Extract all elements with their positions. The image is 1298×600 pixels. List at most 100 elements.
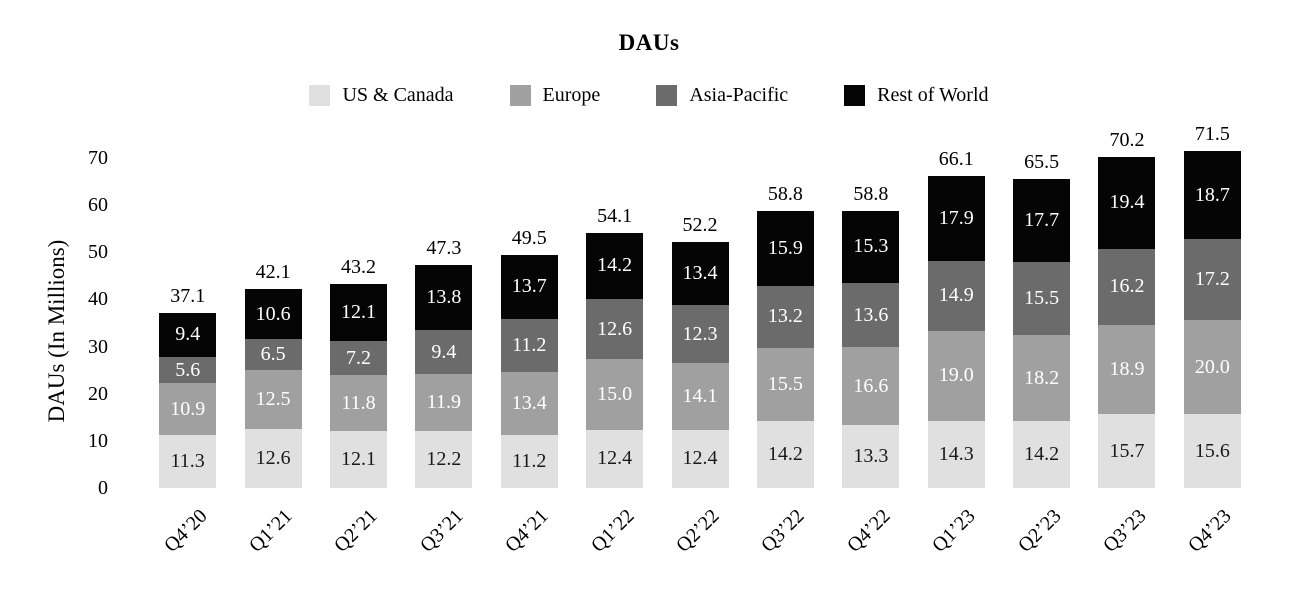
bar-total-label: 43.2 — [340, 256, 376, 279]
chart-title: DAUs — [618, 30, 680, 55]
bar-segment: 9.4 — [415, 330, 473, 375]
bar-segment: 6.5 — [244, 339, 302, 370]
bar-total-label: 52.2 — [682, 213, 718, 236]
bar-segment: 13.4 — [500, 372, 558, 436]
bar-segment: 15.3 — [842, 210, 900, 283]
bar-segment: 16.6 — [842, 347, 900, 426]
bar-stack: 13.3 16.6 13.6 15.3 — [842, 210, 900, 488]
bar-segment: 17.7 — [1013, 178, 1071, 263]
bar-segment: 12.1 — [329, 284, 387, 342]
bar-stack: 14.2 15.5 13.2 15.9 — [756, 210, 814, 488]
legend-swatch — [309, 85, 331, 106]
bar-segment: 12.1 — [329, 430, 387, 488]
bar-segment: 20.0 — [1183, 320, 1241, 415]
bar-segment: 17.9 — [927, 176, 985, 261]
legend-item: US & Canada — [309, 84, 454, 107]
bar-total-label: 58.8 — [853, 182, 889, 205]
plot-area: 37.1 11.3 10.9 5.6 9.4 Q4’20 42.1 12.6 12.5 6.5 10… — [145, 123, 1255, 557]
bar-segment: 14.9 — [927, 260, 985, 332]
x-tick-label: Q1’22 — [586, 505, 639, 557]
bar-segment: 11.3 — [159, 434, 217, 488]
legend-swatch — [656, 85, 678, 106]
bar-segment: 15.0 — [586, 358, 644, 430]
bar-total-label: 42.1 — [255, 261, 291, 284]
bar-stack: 12.4 15.0 12.6 14.2 — [586, 232, 644, 488]
bar-segment: 14.1 — [671, 363, 729, 430]
bar-segment: 15.7 — [1098, 414, 1156, 488]
bar-segment: 15.9 — [756, 210, 814, 286]
bar-stack: 11.3 10.9 5.6 9.4 — [159, 312, 217, 488]
x-tick-label: Q4’22 — [842, 505, 895, 557]
bar-stack: 14.3 19.0 14.9 17.9 — [927, 176, 985, 488]
bar-segment: 12.5 — [244, 369, 302, 429]
x-tick-label: Q4’21 — [501, 505, 553, 557]
y-tick-label: 60 — [88, 194, 108, 217]
bar-group: 58.8 14.2 15.5 13.2 15.9 Q3’22 — [743, 158, 828, 557]
bar-group: 42.1 12.6 12.5 6.5 10.6 Q1’21 — [230, 158, 315, 557]
legend-item: Asia-Pacific — [656, 84, 788, 107]
bar-group: 47.3 12.2 11.9 9.4 13.8 Q3’21 — [401, 158, 486, 557]
bar-group: 49.5 11.2 13.4 11.2 13.7 Q4’21 — [487, 158, 572, 557]
bar-group: 70.2 15.7 18.9 16.2 19.4 Q3’23 — [1084, 129, 1169, 557]
bar-segment: 14.3 — [927, 420, 985, 488]
x-tick-label: Q3’22 — [757, 505, 809, 557]
bar-segment: 19.4 — [1098, 157, 1156, 249]
bar-segment: 15.6 — [1183, 414, 1241, 488]
bar-total-label: 70.2 — [1109, 129, 1145, 152]
x-tick-label: Q3’23 — [1098, 505, 1151, 557]
legend-label: Europe — [542, 84, 601, 106]
bar-segment: 14.2 — [756, 421, 814, 488]
bar-segment: 5.6 — [159, 356, 217, 384]
bar-total-label: 54.1 — [597, 204, 633, 227]
bar-total-label: 58.8 — [767, 182, 803, 205]
bar-total-label: 47.3 — [426, 237, 462, 260]
bar-segment: 17.2 — [1183, 239, 1241, 321]
bar-segment: 11.2 — [500, 319, 558, 373]
bar-segment: 11.8 — [329, 375, 387, 431]
bar-segment: 19.0 — [927, 331, 985, 421]
bar-segment: 13.6 — [842, 282, 900, 348]
legend-swatch — [844, 85, 866, 106]
x-tick-label: Q2’22 — [671, 505, 724, 557]
bar-group: 58.8 13.3 16.6 13.6 15.3 Q4’22 — [828, 158, 913, 557]
bar-stack: 15.6 20.0 17.2 18.7 — [1183, 150, 1241, 488]
legend-label: Asia-Pacific — [689, 84, 789, 106]
bar-stack: 12.6 12.5 6.5 10.6 — [244, 289, 302, 488]
bar-segment: 11.9 — [415, 374, 473, 431]
y-tick-label: 0 — [98, 477, 108, 499]
bar-total-label: 49.5 — [511, 226, 547, 249]
bar-segment: 18.9 — [1098, 324, 1156, 414]
legend-swatch — [509, 85, 531, 106]
bar-segment: 12.3 — [671, 305, 729, 364]
bar-segment: 12.4 — [586, 429, 644, 488]
x-tick-label: Q3’21 — [415, 505, 468, 557]
x-tick-label: Q1’23 — [928, 505, 980, 557]
bar-segment: 15.5 — [1013, 262, 1071, 336]
bar-segment: 12.2 — [415, 430, 473, 488]
bar-stack: 12.2 11.9 9.4 13.8 — [415, 265, 473, 488]
bar-segment: 13.7 — [500, 254, 558, 320]
bar-segment: 18.7 — [1183, 150, 1241, 240]
bar-segment: 13.2 — [756, 285, 814, 348]
bar-group: 66.1 14.3 19.0 14.9 17.9 Q1’23 — [914, 148, 999, 557]
bar-total-label: 37.1 — [170, 284, 206, 307]
legend-label: US & Canada — [342, 84, 454, 106]
bar-group: 65.5 14.2 18.2 15.5 17.7 Q2’23 — [999, 151, 1084, 557]
x-tick-label: Q1’21 — [244, 505, 297, 557]
bar-segment: 12.6 — [244, 428, 302, 488]
bar-group: 71.5 15.6 20.0 17.2 18.7 Q4’23 — [1170, 123, 1255, 557]
y-tick-label: 10 — [88, 429, 108, 452]
bar-segment: 15.5 — [756, 348, 814, 422]
bar-group: 43.2 12.1 11.8 7.2 12.1 Q2’21 — [316, 158, 401, 557]
bar-group: 54.1 12.4 15.0 12.6 14.2 Q1’22 — [572, 158, 657, 557]
bar-segment: 13.4 — [671, 241, 729, 306]
bar-group: 52.2 12.4 14.1 12.3 13.4 Q2’22 — [657, 158, 742, 557]
x-tick-label: Q4’23 — [1184, 505, 1236, 557]
bar-segment: 12.6 — [586, 299, 644, 359]
legend-label: Rest of World — [877, 84, 989, 106]
y-tick-label: 30 — [88, 335, 108, 358]
bar-segment: 10.6 — [244, 289, 302, 340]
bar-segment: 13.3 — [842, 425, 900, 488]
bar-segment: 14.2 — [1013, 421, 1071, 488]
